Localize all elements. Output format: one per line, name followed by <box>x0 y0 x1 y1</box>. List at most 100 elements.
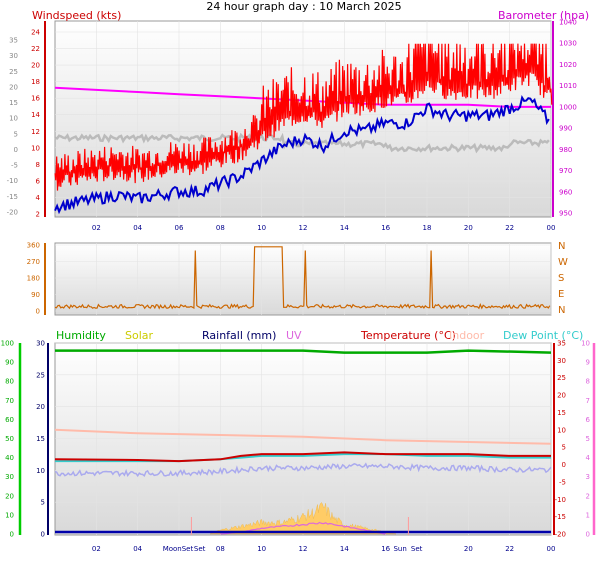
panel1-left-tick: 16 <box>31 95 40 103</box>
panel1-right-tick: 1000 <box>559 103 577 111</box>
panel1-x-tick: 10 <box>257 224 266 232</box>
panel1-right-tick: 1010 <box>559 82 577 90</box>
panel1-left-tick: 22 <box>31 45 40 53</box>
panel3-humidity-tick: 50 <box>5 435 14 443</box>
panel3-rain-tick: 25 <box>36 371 45 379</box>
panel1-x-tick: 14 <box>340 224 349 232</box>
panel1-left-tick: 10 <box>31 144 40 152</box>
panel3-uv-tick: 4 <box>586 454 591 462</box>
panel1-right-tick: 1020 <box>559 61 577 69</box>
panel3-temp-tick: 35 <box>557 340 566 348</box>
panel3-uv-tick: 3 <box>586 473 590 481</box>
panel3-humidity-tick: 0 <box>10 531 14 539</box>
panel3-uv-tick: 8 <box>586 378 590 386</box>
panel1-grey-tick: 5 <box>14 130 18 138</box>
panel1-left-tick: 18 <box>31 78 40 86</box>
panel1-x-tick: 20 <box>464 224 473 232</box>
panel3-legend: Humidity Solar Rainfall (mm) UV Temperature … <box>56 329 583 342</box>
panel3-uv-tick: 5 <box>586 435 590 443</box>
panel3-uv-tick: 7 <box>586 397 590 405</box>
panel3-x-tick: 20 <box>464 545 473 553</box>
panel1-right-tick: 970 <box>559 167 572 175</box>
panel3-uv-tick: 0 <box>586 531 590 539</box>
panel3-legend-item: Indoor <box>449 329 485 342</box>
panel1-windspeed-series <box>54 94 550 215</box>
panel1-right-tick: 1030 <box>559 40 577 48</box>
panel3-series <box>54 349 552 535</box>
panel3-temp-tick: 20 <box>557 392 566 400</box>
panel3-legend-item: Temperature (°C) <box>360 329 456 342</box>
panel3-temp-tick: -15 <box>555 513 566 521</box>
panel1-grey-tick: 20 <box>9 83 18 91</box>
panel3-temp-tick: -20 <box>555 531 566 539</box>
panel3-humidity-tick: 10 <box>5 511 14 519</box>
panel3-rain-tick: 10 <box>36 467 45 475</box>
panel1-left-tick: 6 <box>36 177 41 185</box>
panel3-legend-item: Rainfall (mm) <box>202 329 276 342</box>
panel3-temp-tick: 15 <box>557 409 566 417</box>
panel3-temp-axis: 35 30 25 20 15 10 5 0 -5 -10 -15 -20 <box>553 340 566 539</box>
panel3-temp-tick: -10 <box>555 496 566 504</box>
panel3-uv-tick: 2 <box>586 492 590 500</box>
panel1-x-tick: 18 <box>423 224 432 232</box>
panel3-x-axis: 02 04 08 10 12 14 16 20 22 00 <box>92 545 556 553</box>
panel3-x-tick: 16 <box>381 545 390 553</box>
panel1-right-tick: 980 <box>559 146 572 154</box>
page-title: 24 hour graph day : 10 March 2025 <box>206 0 401 13</box>
panel3-x-tick: 12 <box>299 545 308 553</box>
panel2-left-axis: 360 270 180 90 0 <box>27 242 46 316</box>
panel1-x-tick: 04 <box>133 224 142 232</box>
panel3-x-tick: 22 <box>505 545 514 553</box>
panel2-direction-series <box>54 246 551 310</box>
panel1-left-tick: 4 <box>36 194 41 202</box>
panel2-left-tick: 0 <box>36 308 40 316</box>
panel1-right-axis: 1040 1030 1020 1010 1000 990 980 970 960 950 <box>552 19 577 218</box>
panel2-left-tick: 90 <box>31 291 40 299</box>
panel3-rain-axis: 30 25 20 15 10 5 0 <box>36 340 49 539</box>
panel3-temp-tick: 25 <box>557 374 566 382</box>
panel3-humidity-series <box>55 349 552 354</box>
panel1-x-tick: 02 <box>92 224 101 232</box>
panel3-uv-tick: 9 <box>586 359 590 367</box>
panel1-gust-series <box>54 43 553 191</box>
panel1-right-title: Barometer (hpa) <box>498 9 589 22</box>
panel2-grid <box>55 243 552 315</box>
panel3-temperature-series <box>54 451 551 463</box>
panel2-compass-label: E <box>558 289 564 300</box>
panel1-x-tick: 16 <box>381 224 390 232</box>
panel1-grey-tick: 10 <box>9 115 18 123</box>
panel2-left-tick: 360 <box>27 242 40 250</box>
panel1-x-tick: 22 <box>505 224 514 232</box>
panel1-series <box>54 43 553 215</box>
panel1-grey-tick: -20 <box>7 209 18 217</box>
panel1-left-tick: 8 <box>36 161 40 169</box>
panel1-grey-tick: 15 <box>9 99 18 107</box>
panel3-temp-tick: 30 <box>557 357 566 365</box>
panel2-left-tick: 270 <box>27 258 40 266</box>
panel1-left-tick: 2 <box>36 211 40 219</box>
panel1-x-tick: 06 <box>175 224 184 232</box>
panel1-grey-tick: 30 <box>9 52 18 60</box>
panel3-humidity-tick: 40 <box>5 454 14 462</box>
panel2-compass-label: N <box>558 305 565 316</box>
panel1-x-tick: 08 <box>216 224 225 232</box>
panel3-temp-tick: -5 <box>559 478 566 486</box>
panel3-x-tick: 10 <box>257 545 266 553</box>
panel2-series <box>54 246 551 310</box>
panel3-x-tick: 00 <box>547 545 556 553</box>
panel3-legend-item: Solar <box>125 329 154 342</box>
panel3-rain-tick: 30 <box>36 340 45 348</box>
panel1-x-axis: 02 04 06 08 10 12 14 16 18 20 22 00 <box>92 224 556 232</box>
panel3-humidity-tick: 100 <box>1 340 14 348</box>
panel1-grey-tick: -10 <box>7 177 18 185</box>
panel1-right-tick: 990 <box>559 125 572 133</box>
panel3-temp-tick: 5 <box>562 444 566 452</box>
panel3-moonset-label: Set <box>194 545 206 553</box>
panel2-left-tick: 180 <box>27 275 40 283</box>
panel1-left-axis: 24 22 20 18 16 14 12 10 8 6 4 2 <box>31 21 46 219</box>
panel1-grey-axis: 35 30 25 20 15 10 5 0 -5 -10 -15 -20 <box>7 37 18 217</box>
